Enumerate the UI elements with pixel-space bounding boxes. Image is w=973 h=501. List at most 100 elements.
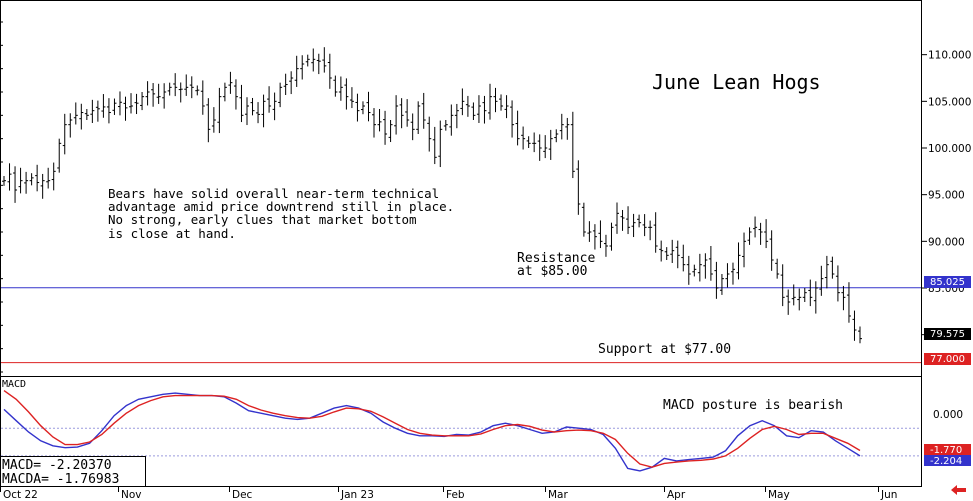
price-bar <box>106 98 111 124</box>
price-bar <box>338 76 343 101</box>
price-bar <box>581 202 586 237</box>
price-bar <box>35 164 40 192</box>
price-bar <box>592 224 597 250</box>
price-bar <box>211 107 216 133</box>
price-bar <box>244 97 249 126</box>
price-bar <box>780 264 785 307</box>
price-bar <box>758 222 763 245</box>
price-bar <box>239 84 244 123</box>
price-bar <box>349 87 354 109</box>
price-bar <box>642 214 647 237</box>
price-bar <box>697 253 702 282</box>
price-bar <box>372 108 377 138</box>
price-bar <box>112 98 117 115</box>
price-bar <box>736 242 741 280</box>
price-bar <box>383 110 388 145</box>
price-bar <box>714 261 719 299</box>
price-bar <box>449 104 454 136</box>
price-bar <box>289 71 294 95</box>
macda-tag <box>924 444 971 455</box>
price-bar <box>151 83 156 107</box>
price-bar <box>465 95 470 117</box>
price-bar <box>40 173 45 199</box>
price-bar <box>493 87 498 113</box>
price-bar <box>162 83 167 109</box>
macd-readout-macd: MACD= -2.20370 <box>2 458 112 473</box>
x-tick-label: Nov <box>121 489 142 501</box>
price-bar <box>521 126 526 150</box>
price-bar <box>515 110 520 146</box>
price-bar <box>272 92 277 121</box>
macd-series-macda <box>3 390 861 468</box>
price-bar <box>631 213 636 238</box>
price-bar <box>377 108 382 132</box>
price-bar <box>388 120 393 143</box>
price-bar <box>510 100 515 138</box>
price-bar <box>173 73 178 97</box>
resistance-tag-text: 85.025 <box>930 277 965 288</box>
x-tick-label: Oct 22 <box>3 489 38 501</box>
price-bar <box>101 94 106 118</box>
price-bar <box>482 95 487 124</box>
price-bar <box>747 227 752 245</box>
annotation-line-3: No strong, early clues that market botto… <box>108 212 417 227</box>
price-bar <box>300 55 305 80</box>
price-bar <box>311 48 316 72</box>
price-bar <box>432 126 437 165</box>
price-bar <box>134 93 139 115</box>
price-bar <box>570 111 575 179</box>
price-bar <box>333 75 338 97</box>
price-bar <box>322 47 327 73</box>
price-bar <box>460 88 465 116</box>
price-bar <box>554 129 559 143</box>
price-bar <box>615 202 620 234</box>
annotation-line-2: advantage amid price downtrend still in … <box>108 199 454 214</box>
price-bar <box>670 239 675 263</box>
price-panel-frame <box>0 0 922 377</box>
price-bar <box>565 117 570 140</box>
x-tick-label: Jun <box>880 489 897 501</box>
price-bar <box>686 255 691 285</box>
price-bar <box>278 82 283 108</box>
price-bar <box>802 288 807 302</box>
price-bar <box>537 134 542 161</box>
price-bar <box>598 220 603 249</box>
x-tick-label: Jan 23 <box>340 489 374 501</box>
chart-title: June Lean Hogs <box>652 70 821 94</box>
price-bar <box>167 82 172 96</box>
price-bar <box>499 94 504 111</box>
price-bar <box>626 206 631 235</box>
price-bar <box>416 101 421 134</box>
price-bar <box>675 240 680 269</box>
price-bar <box>261 94 266 128</box>
price-bar <box>228 71 233 94</box>
price-bar <box>316 53 321 75</box>
back-arrow-icon[interactable] <box>951 485 966 495</box>
x-tick-label: Apr <box>667 489 686 501</box>
price-bar <box>233 79 238 110</box>
price-bar <box>543 135 548 159</box>
price-bar <box>438 120 443 168</box>
price-bar <box>256 102 261 124</box>
price-bar <box>84 108 89 120</box>
price-bar <box>200 80 205 115</box>
last-price-tag <box>924 328 971 340</box>
price-bar <box>476 95 481 123</box>
price-bar <box>725 263 730 288</box>
price-bar <box>764 219 769 249</box>
support-tag <box>924 353 971 365</box>
price-bar <box>222 82 227 102</box>
price-bar <box>206 98 211 143</box>
price-bar <box>637 214 642 228</box>
price-bar <box>703 253 708 279</box>
y-tick-label: 95.000 <box>928 190 965 202</box>
price-bar <box>852 310 857 341</box>
price-bar <box>620 209 625 231</box>
price-bar <box>797 288 802 311</box>
price-bar <box>443 120 448 131</box>
price-bar <box>95 100 100 122</box>
price-bar <box>366 91 371 122</box>
price-bar <box>283 73 288 95</box>
macd-panel-frame <box>0 376 922 487</box>
